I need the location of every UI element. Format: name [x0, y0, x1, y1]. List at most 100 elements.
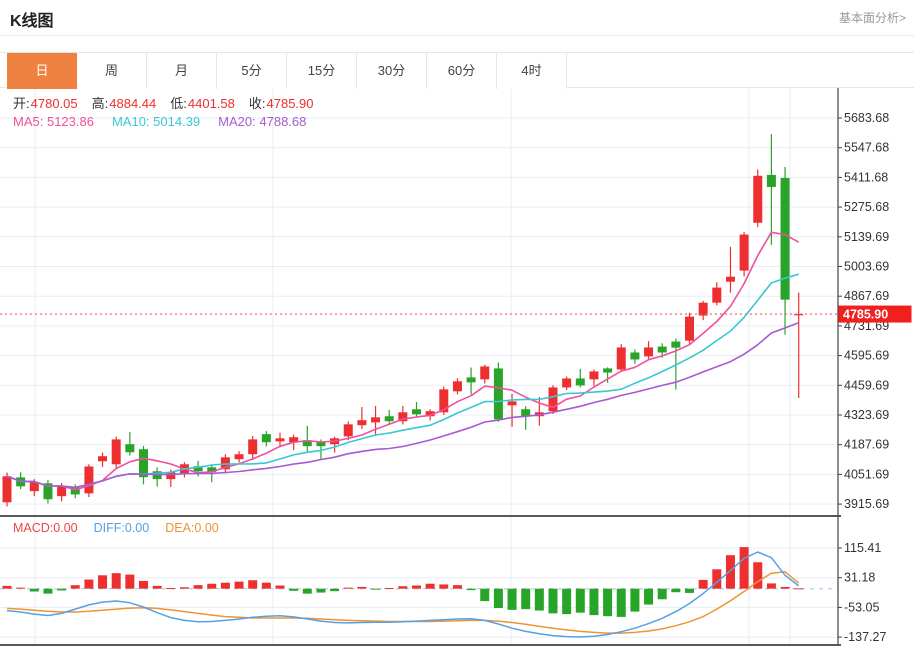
macd-bar[interactable]	[630, 588, 640, 612]
macd-bar[interactable]	[685, 588, 694, 593]
candle-body[interactable]	[603, 368, 613, 373]
tab-60min[interactable]: 60分	[427, 53, 497, 89]
macd-bar[interactable]	[70, 585, 80, 589]
candle-body[interactable]	[575, 378, 585, 386]
macd-bar[interactable]	[589, 588, 599, 616]
macd-bar[interactable]	[248, 580, 258, 589]
tab-5min[interactable]: 5分	[217, 53, 287, 89]
macd-bar[interactable]	[289, 588, 299, 591]
macd-bar[interactable]	[234, 581, 244, 589]
macd-bar[interactable]	[302, 588, 312, 594]
candle-body[interactable]	[480, 366, 490, 380]
candle-body[interactable]	[43, 483, 53, 500]
macd-bar[interactable]	[562, 588, 572, 615]
macd-bar[interactable]	[384, 587, 394, 589]
macd-bar[interactable]	[43, 588, 53, 594]
candle-body[interactable]	[493, 368, 503, 420]
candle-body[interactable]	[166, 472, 176, 480]
macd-bar[interactable]	[780, 586, 790, 589]
macd-bar[interactable]	[644, 588, 654, 605]
candle-body[interactable]	[125, 444, 135, 453]
candle-body[interactable]	[261, 434, 271, 443]
candle-body[interactable]	[698, 302, 708, 316]
candle-body[interactable]	[425, 411, 435, 417]
candle-body[interactable]	[371, 417, 381, 423]
macd-bar[interactable]	[316, 588, 326, 593]
macd-bar[interactable]	[548, 588, 558, 614]
macd-bar[interactable]	[207, 583, 217, 589]
macd-bar[interactable]	[521, 588, 531, 610]
macd-bar[interactable]	[29, 588, 39, 592]
tab-4hour[interactable]: 4时	[497, 53, 567, 89]
candle-body[interactable]	[766, 174, 776, 187]
macd-bar[interactable]	[466, 588, 476, 591]
macd-bar[interactable]	[671, 588, 681, 593]
candle-body[interactable]	[712, 287, 722, 303]
candle-body[interactable]	[275, 438, 285, 442]
candle-body[interactable]	[193, 466, 203, 472]
candle-body[interactable]	[507, 401, 517, 406]
candle-body[interactable]	[521, 409, 531, 417]
tab-week[interactable]: 周	[77, 53, 147, 89]
candle-body[interactable]	[412, 409, 421, 415]
candle-body[interactable]	[452, 381, 462, 392]
candle-body[interactable]	[111, 439, 121, 465]
candle-body[interactable]	[630, 352, 640, 360]
macd-bar[interactable]	[16, 587, 26, 589]
macd-bar[interactable]	[698, 579, 708, 589]
macd-bar[interactable]	[139, 580, 148, 589]
macd-bar[interactable]	[753, 562, 763, 589]
macd-bar[interactable]	[166, 587, 176, 589]
tab-month[interactable]: 月	[147, 53, 217, 89]
macd-bar[interactable]	[575, 588, 585, 613]
macd-bar[interactable]	[794, 588, 804, 590]
macd-bar[interactable]	[712, 569, 722, 589]
candle-body[interactable]	[98, 456, 108, 462]
candle-body[interactable]	[384, 416, 394, 422]
candle-body[interactable]	[548, 387, 558, 412]
macd-bar[interactable]	[98, 575, 108, 589]
fundamental-analysis-link[interactable]: 基本面分析>	[838, 11, 906, 25]
macd-bar[interactable]	[412, 585, 421, 589]
macd-bar[interactable]	[343, 587, 353, 589]
candle-body[interactable]	[57, 486, 67, 497]
macd-bar[interactable]	[725, 555, 735, 589]
macd-bar[interactable]	[657, 588, 667, 600]
candle-body[interactable]	[685, 316, 694, 341]
candle-body[interactable]	[657, 346, 667, 353]
candle-body[interactable]	[644, 347, 654, 357]
macd-bar[interactable]	[452, 585, 462, 589]
candle-body[interactable]	[589, 371, 599, 380]
macd-bar[interactable]	[739, 547, 749, 589]
macd-bar[interactable]	[84, 579, 94, 589]
candle-body[interactable]	[671, 341, 681, 348]
macd-bar[interactable]	[111, 573, 121, 589]
candle-body[interactable]	[739, 234, 749, 271]
candle-body[interactable]	[616, 347, 626, 370]
macd-bar[interactable]	[534, 588, 544, 611]
candle-body[interactable]	[780, 177, 790, 300]
candle-body[interactable]	[316, 442, 326, 447]
candle-body[interactable]	[302, 440, 312, 447]
candle-body[interactable]	[343, 424, 353, 437]
macd-bar[interactable]	[480, 588, 490, 602]
macd-bar[interactable]	[603, 588, 613, 617]
candle-body[interactable]	[234, 454, 244, 460]
macd-bar[interactable]	[57, 588, 67, 591]
macd-bar[interactable]	[507, 588, 517, 610]
macd-bar[interactable]	[330, 588, 340, 592]
tab-day[interactable]: 日	[7, 53, 77, 89]
macd-bar[interactable]	[2, 585, 12, 589]
candle-body[interactable]	[725, 276, 735, 282]
candle-body[interactable]	[357, 420, 367, 426]
macd-bar[interactable]	[275, 585, 285, 589]
candle-body[interactable]	[289, 437, 299, 443]
macd-bar[interactable]	[371, 588, 381, 590]
candle-body[interactable]	[439, 389, 449, 413]
macd-bar[interactable]	[220, 582, 230, 589]
macd-bar[interactable]	[493, 588, 503, 609]
candle-body[interactable]	[753, 175, 763, 223]
candle-body[interactable]	[29, 482, 39, 492]
candle-body[interactable]	[207, 467, 217, 473]
